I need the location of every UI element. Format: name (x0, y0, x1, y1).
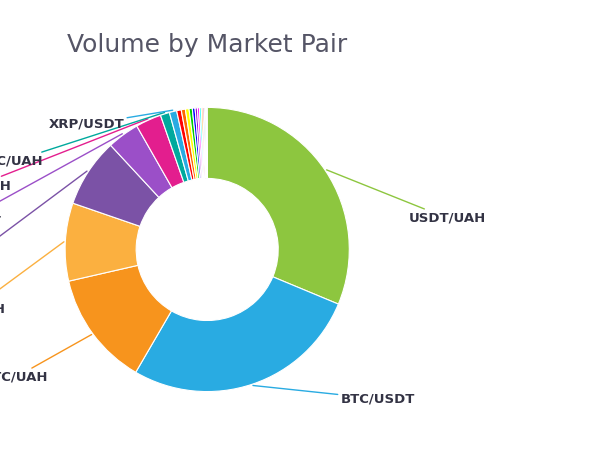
Wedge shape (189, 108, 200, 179)
Wedge shape (111, 126, 172, 197)
Text: BTC/USDT: BTC/USDT (253, 385, 415, 405)
Wedge shape (205, 107, 207, 178)
Wedge shape (65, 203, 140, 281)
Text: XRP/UAH: XRP/UAH (0, 119, 148, 192)
Wedge shape (195, 108, 202, 179)
Wedge shape (203, 108, 206, 178)
Wedge shape (201, 108, 205, 178)
Wedge shape (207, 107, 349, 304)
Wedge shape (69, 265, 172, 372)
Text: USDT/UAH: USDT/UAH (327, 170, 486, 225)
Wedge shape (192, 108, 201, 179)
Wedge shape (137, 116, 184, 188)
Text: BTC/UAH: BTC/UAH (0, 334, 92, 384)
Title: Volume by Market Pair: Volume by Market Pair (67, 33, 348, 57)
Text: USDT/RUB: USDT/RUB (0, 171, 87, 270)
Wedge shape (204, 107, 207, 178)
Wedge shape (197, 108, 203, 179)
Wedge shape (181, 109, 197, 180)
Wedge shape (73, 145, 159, 226)
Wedge shape (136, 277, 339, 392)
Wedge shape (160, 113, 188, 182)
Wedge shape (176, 110, 194, 180)
Wedge shape (200, 108, 204, 178)
Text: ETH/UAH: ETH/UAH (0, 242, 64, 316)
Text: ETH/USDT: ETH/USDT (0, 134, 123, 228)
Text: XRP/USDT: XRP/USDT (49, 110, 173, 131)
Text: LTC/UAH: LTC/UAH (0, 112, 165, 168)
Wedge shape (169, 111, 192, 181)
Wedge shape (185, 109, 198, 179)
